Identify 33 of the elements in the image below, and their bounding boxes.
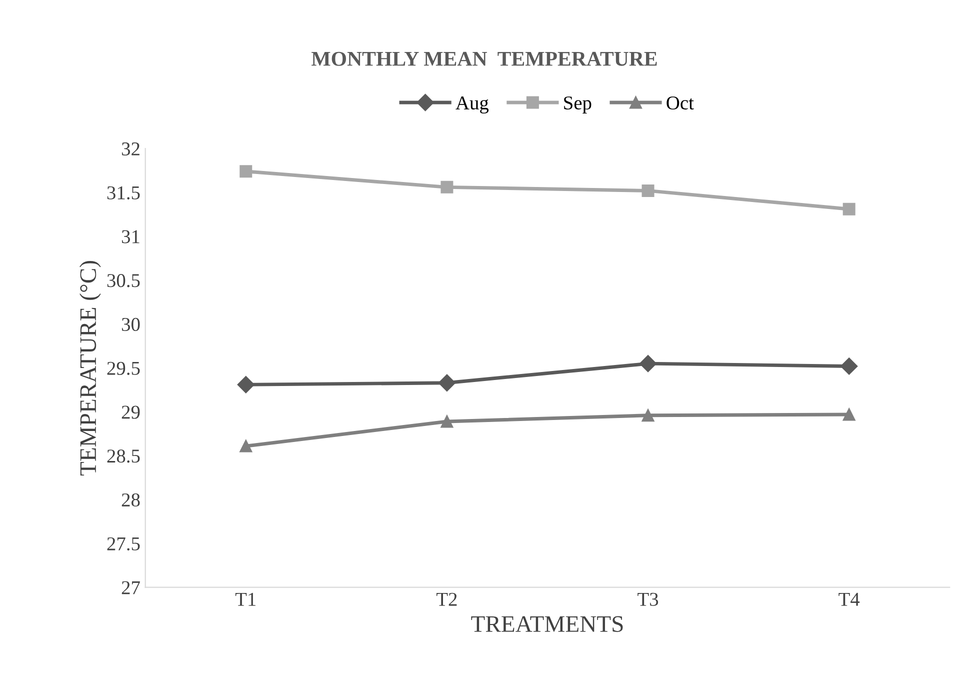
point (440, 415, 454, 428)
y-tick-label: 27.5 (107, 537, 140, 550)
y-axis-title: TEMPERATURE (°C) (79, 260, 101, 476)
point (842, 202, 856, 216)
y-tick-label: 28 (122, 493, 140, 507)
point (240, 440, 252, 452)
legend-label: Aug (456, 96, 489, 114)
x-axis-title: TREATMENTS (471, 616, 623, 632)
point (440, 180, 454, 194)
x-tick-label: T4 (838, 592, 860, 606)
y-tick-label: 30.5 (107, 274, 140, 288)
x-tick-label: T3 (638, 592, 658, 606)
y-tick-label: 29 (122, 406, 140, 419)
point (842, 408, 856, 421)
y-tick-label: 31.5 (107, 186, 140, 200)
y-tick-label: 27 (122, 581, 140, 594)
y-tick-label: 31 (122, 230, 140, 244)
y-tick-label: 28.5 (107, 450, 140, 463)
chart-title: MONTHLY MEAN TEMPERATURE (312, 52, 657, 66)
point (642, 184, 654, 197)
y-tick-label: 30 (122, 318, 140, 332)
legend-label: Sep (564, 96, 592, 114)
point (438, 374, 456, 392)
y-tick-label: 32 (122, 142, 140, 156)
point (840, 358, 858, 375)
x-tick-label: T1 (235, 592, 256, 606)
point (642, 409, 654, 422)
legend-label: Oct (666, 96, 694, 110)
point (240, 165, 252, 178)
y-tick-label: 29.5 (107, 362, 140, 375)
x-tick-label: T2 (436, 592, 457, 606)
point (237, 376, 254, 394)
point (639, 355, 657, 372)
